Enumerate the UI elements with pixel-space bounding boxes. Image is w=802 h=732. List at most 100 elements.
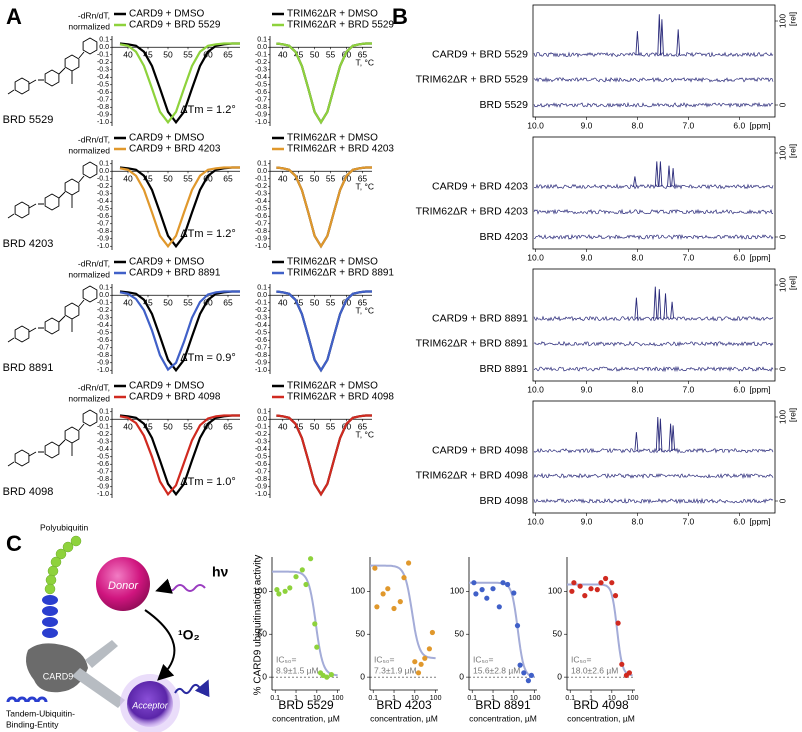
x-tick-label: 1 — [491, 695, 495, 702]
x-axis-label: concentration, µM — [469, 713, 537, 723]
spectrum-frame — [532, 136, 776, 250]
data-point — [571, 580, 577, 586]
curve — [276, 414, 372, 497]
y-tick-label: 0.1 — [99, 37, 109, 44]
spectrum-peak — [659, 19, 664, 55]
legend-label: CARD9 + DMSO — [129, 257, 205, 268]
x-tick-label: 6.0 — [733, 384, 745, 394]
x-tick-label: 100 — [332, 695, 344, 702]
y-tick-label: 100 — [351, 586, 365, 596]
y-tick-label: 0.0 — [257, 168, 267, 175]
fit-curve — [272, 570, 338, 677]
legend-label: CARD9 + BRD 8891 — [129, 268, 221, 279]
data-point — [582, 593, 588, 599]
x-tick-label: 1 — [392, 695, 396, 702]
donor-bead — [96, 557, 150, 611]
spectrum-baseline — [533, 472, 774, 479]
x-tick-label: 60 — [203, 422, 213, 432]
data-point — [401, 575, 407, 581]
y-tick-label: 0 — [777, 102, 787, 107]
y-axis-label: normalized — [68, 393, 110, 403]
y-tick-label: -0.6 — [255, 89, 267, 96]
spectrum-peak — [655, 416, 660, 451]
x-tick-label: 50 — [163, 174, 173, 184]
molecule-structure — [7, 37, 98, 95]
compound-name: BRD 8891 — [3, 362, 54, 374]
spectrum-baseline — [533, 233, 774, 241]
data-point — [496, 604, 502, 610]
x-tick-label: 55 — [183, 174, 193, 184]
curve — [119, 166, 240, 249]
tube-arm — [72, 640, 125, 708]
ic50-value: 18.0±2.6 µM — [571, 665, 618, 675]
x-tick-label: 40 — [278, 298, 288, 308]
x-tick-label: 6.0 — [733, 516, 745, 526]
y-tick-label: -0.1 — [255, 176, 267, 183]
data-point — [577, 583, 583, 589]
x-tick-label: 40 — [278, 422, 288, 432]
compound-name: BRD 4203 — [3, 238, 54, 250]
y-tick-label: -0.5 — [255, 330, 267, 337]
data-point — [500, 580, 506, 586]
y-tick-label: 0.0 — [99, 168, 109, 175]
y-tick-label: -1.0 — [255, 491, 267, 498]
x-tick-label: 40 — [123, 50, 133, 60]
y-tick-label: -0.1 — [97, 300, 109, 307]
x-tick-label: 50 — [310, 50, 320, 60]
spectrum-baseline — [533, 51, 774, 58]
y-tick-label: 50 — [455, 628, 465, 638]
x-tick-label: 100 — [430, 695, 442, 702]
data-point — [293, 574, 299, 580]
x-tick-label: 1 — [294, 695, 298, 702]
data-point — [569, 588, 575, 594]
y-unit: [rel] — [787, 12, 797, 26]
data-point — [422, 655, 428, 661]
y-tick-label: 0.0 — [257, 416, 267, 423]
trace-label: BRD 4203 — [480, 231, 529, 243]
data-point — [276, 591, 282, 597]
panel-label: B — [392, 4, 408, 29]
y-tick-label: -0.2 — [97, 59, 109, 66]
spectrum-frame — [532, 4, 776, 118]
y-tick-label: -0.9 — [97, 360, 109, 367]
y-axis-label: -dRn/dT, — [78, 258, 110, 268]
legend-label: TRIM62ΔR + BRD 5529 — [287, 20, 394, 31]
data-point — [619, 661, 625, 667]
panel-label: C — [6, 531, 22, 556]
x-tick-label: 100 — [529, 695, 541, 702]
y-tick-label: -0.5 — [255, 82, 267, 89]
compound-name: BRD 8891 — [475, 698, 531, 712]
delta-tm: ΔTm = 0.9° — [180, 352, 235, 364]
data-point — [282, 588, 288, 594]
y-tick-label: -0.2 — [97, 431, 109, 438]
y-unit: [rel] — [787, 408, 797, 422]
ic50-value: 15.6±2.8 µM — [473, 665, 520, 675]
curve — [276, 42, 372, 125]
x-tick-label: 10.0 — [527, 120, 544, 130]
trace-label: CARD9 + BRD 8891 — [432, 312, 528, 324]
y-tick-label: 0 — [360, 671, 365, 681]
x-axis-label: concentration, µM — [272, 713, 340, 723]
spectrum-baseline — [533, 208, 773, 215]
y-tick-label: -0.4 — [97, 74, 109, 81]
y-axis-label: -dRn/dT, — [78, 10, 110, 20]
y-tick-label: -0.3 — [97, 191, 109, 198]
y-tick-label: -0.8 — [97, 104, 109, 111]
spectrum-frame — [532, 400, 776, 514]
x-tick-label: 8.0 — [632, 384, 644, 394]
y-tick-label: 0 — [262, 671, 267, 681]
y-tick-label: 100 — [548, 586, 562, 596]
x-tick-label: 40 — [278, 50, 288, 60]
y-tick-label: 0.0 — [99, 416, 109, 423]
hv-label: hν — [212, 564, 229, 580]
x-tick-label: 50 — [163, 422, 173, 432]
x-tick-label: 55 — [326, 174, 336, 184]
y-tick-label: -0.1 — [97, 176, 109, 183]
x-tick-label: 45 — [294, 422, 304, 432]
x-tick-label: 60 — [342, 50, 352, 60]
y-tick-label: 0 — [777, 234, 787, 239]
data-point — [471, 580, 477, 586]
data-point — [412, 659, 418, 665]
data-point — [391, 605, 397, 612]
spectrum-frame — [532, 268, 776, 382]
